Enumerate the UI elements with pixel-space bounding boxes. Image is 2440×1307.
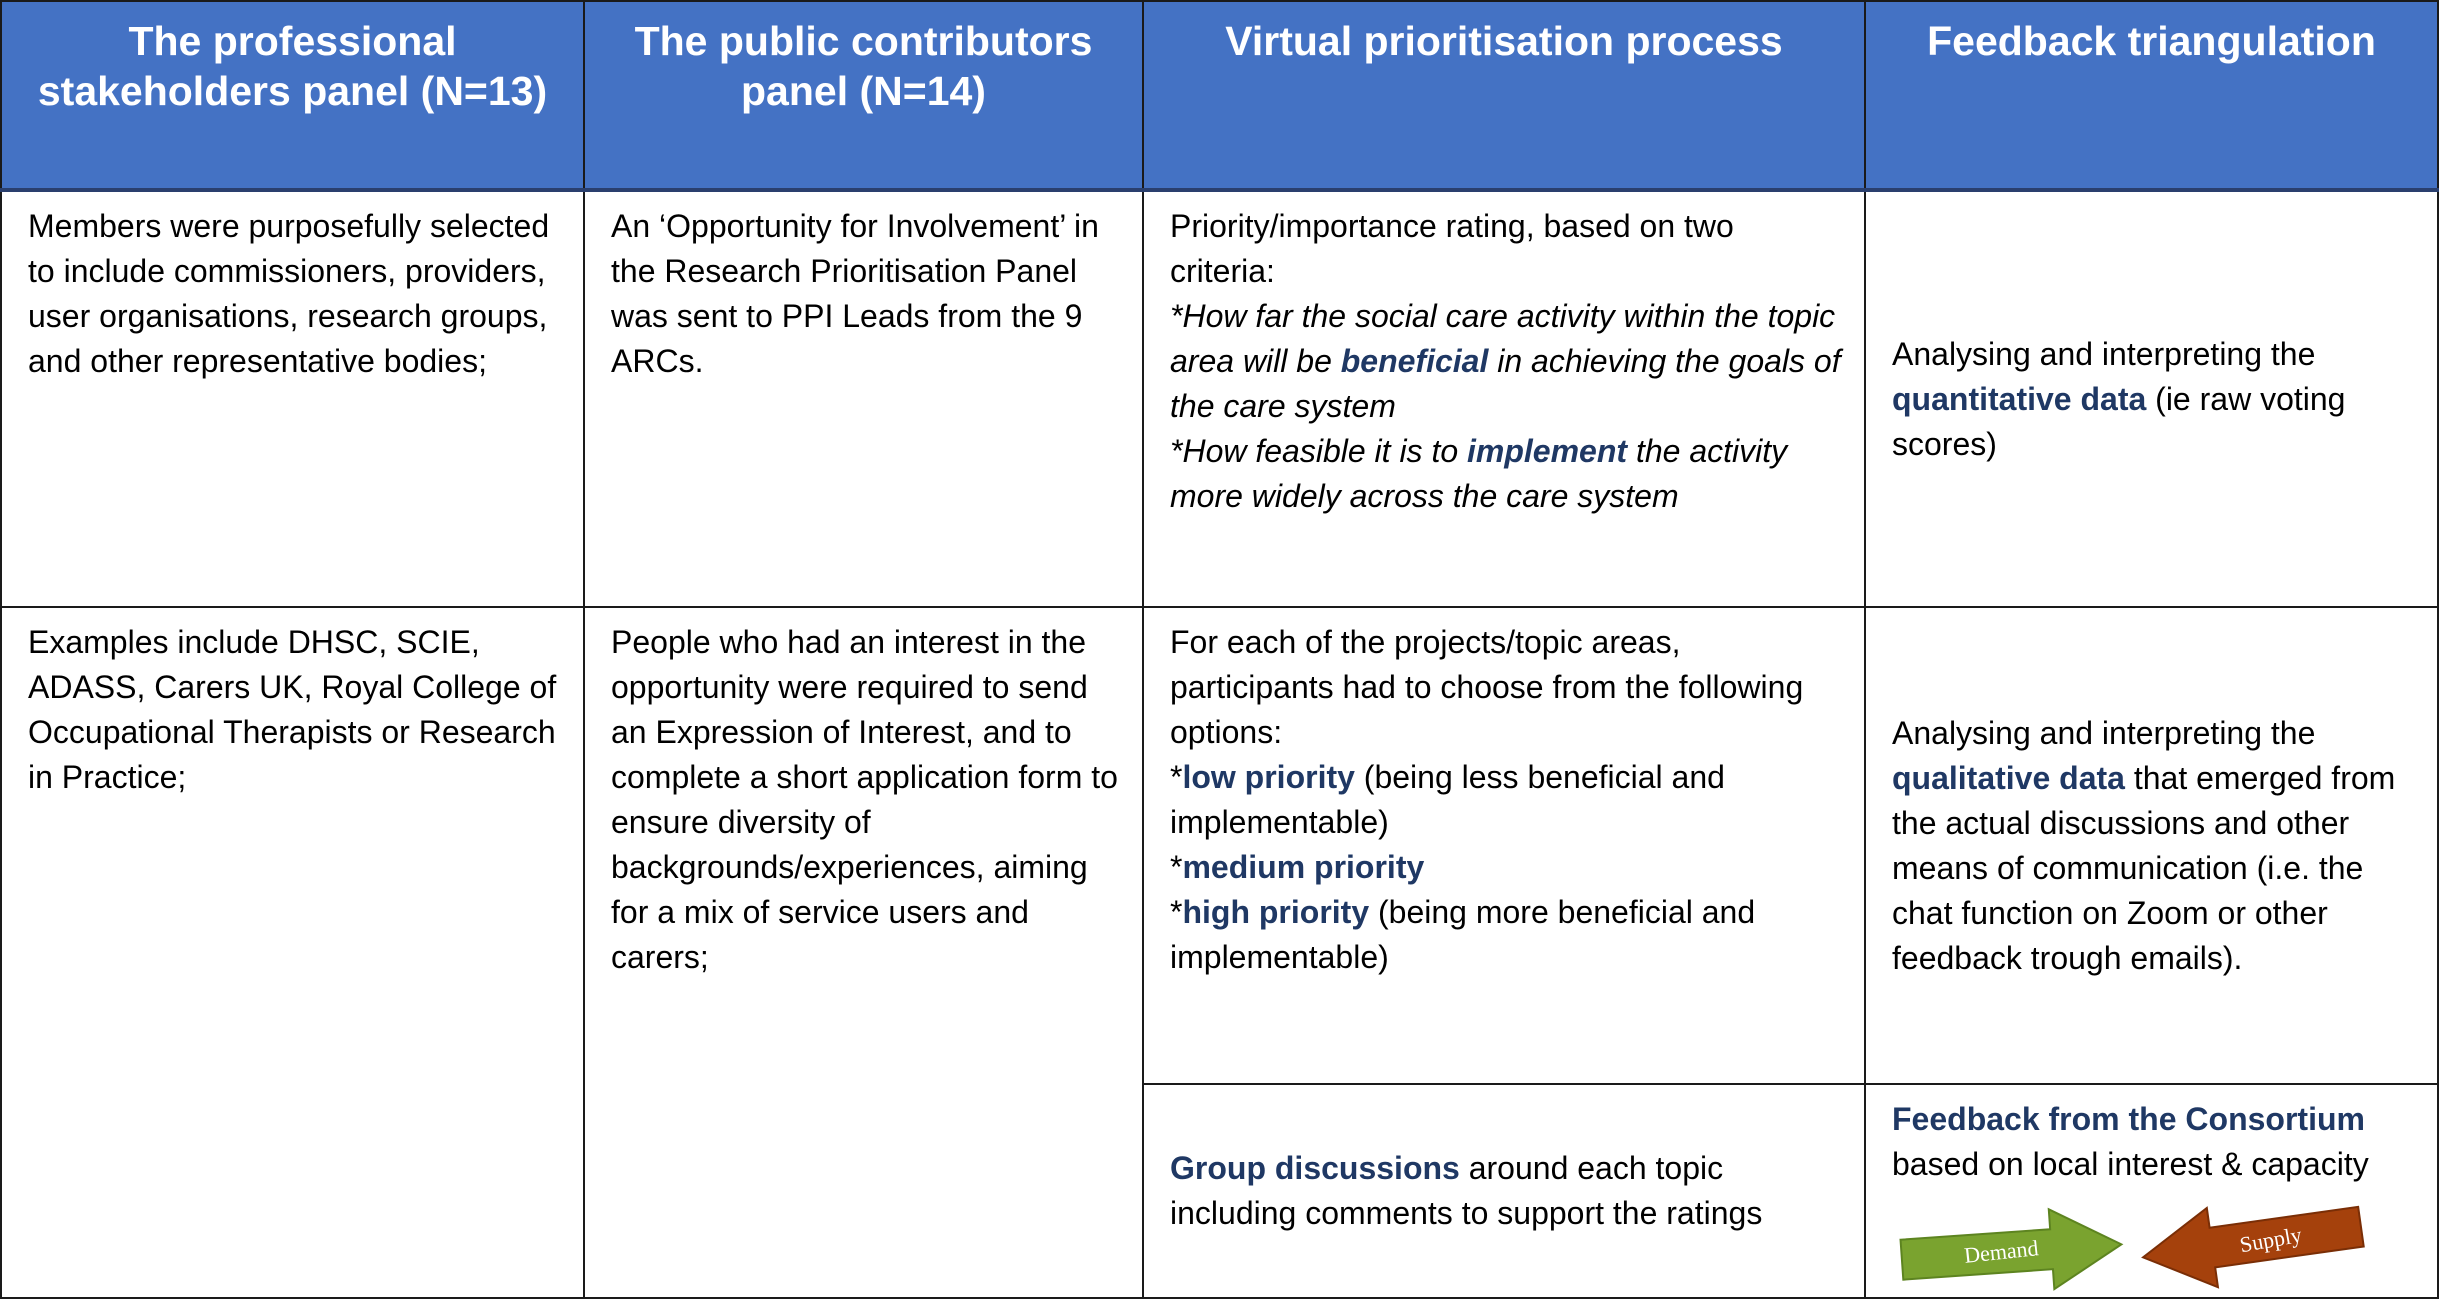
- table-body: Members were purposefully selected to in…: [0, 189, 2439, 1299]
- paragraph: Members were purposefully selected to in…: [28, 204, 565, 384]
- text: Analysing and interpreting the: [1892, 335, 2316, 372]
- text: *: [1170, 849, 1183, 885]
- column-header: The public contributors panel (N=14): [583, 0, 1144, 192]
- paragraph: For each of the projects/topic areas, pa…: [1170, 620, 1846, 755]
- emphasis-text: qualitative data: [1892, 759, 2125, 796]
- text: *: [1170, 894, 1183, 930]
- demand-supply-arrows: Demand Supply: [1899, 1205, 2365, 1291]
- paragraph: *medium priority: [1170, 845, 1846, 890]
- table-cell: Feedback from the Consortium based on loc…: [1864, 1083, 2439, 1299]
- table-cell: An ‘Opportunity for Involvement’ in the …: [583, 189, 1144, 608]
- column-header: Feedback triangulation: [1864, 0, 2439, 192]
- table-row: Group discussions around each topic incl…: [1, 1083, 2439, 1299]
- paragraph: Examples include DHSC, SCIE, ADASS, Care…: [28, 620, 565, 800]
- table-cell: Examples include DHSC, SCIE, ADASS, Care…: [0, 606, 585, 1299]
- emphasis-text: high priority: [1182, 894, 1370, 930]
- paragraph: Analysing and interpreting the qualitati…: [1892, 711, 2419, 981]
- paragraph: Priority/importance rating, based on two…: [1170, 204, 1846, 294]
- text: (ie raw voting scores): [1892, 380, 2346, 462]
- table-cell: Analysing and interpreting the qualitati…: [1864, 606, 2439, 1085]
- emphasis-text: low priority: [1182, 759, 1355, 795]
- table-cell: Priority/importance rating, based on two…: [1142, 189, 1866, 608]
- paragraph: People who had an interest in the opport…: [611, 620, 1124, 980]
- text: in achieving the goals of the care syste…: [1170, 343, 1841, 424]
- header-row: The professional stakeholders panel (N=1…: [0, 0, 2439, 192]
- text: *How feasible it is to: [1170, 433, 1468, 469]
- table-cell: Group discussions around each topic incl…: [1142, 1083, 1866, 1299]
- table-cell: People who had an interest in the opport…: [583, 606, 1144, 1299]
- paragraph: *How feasible it is to implement the act…: [1170, 429, 1846, 519]
- paragraph: An ‘Opportunity for Involvement’ in the …: [611, 204, 1124, 384]
- text: that emerged from the actual discussions…: [1892, 759, 2396, 976]
- emphasis-text: Feedback from the Consortium: [1892, 1101, 2365, 1137]
- text: An ‘Opportunity for Involvement’ in the …: [611, 208, 1099, 379]
- table-row: Examples include DHSC, SCIE, ADASS, Care…: [0, 606, 2439, 1299]
- demand-arrow: [1899, 1207, 2124, 1291]
- table-cell: Analysing and interpreting the quantitat…: [1864, 189, 2439, 608]
- text: based on local interest & capacity: [1892, 1146, 2369, 1182]
- text: *: [1170, 759, 1183, 795]
- paragraph: Analysing and interpreting the quantitat…: [1892, 332, 2419, 467]
- text: Examples include DHSC, SCIE, ADASS, Care…: [28, 624, 557, 795]
- paragraph: *How far the social care activity within…: [1170, 294, 1846, 429]
- text: People who had an interest in the opport…: [611, 624, 1118, 975]
- text: the activity more widely across the care…: [1170, 433, 1788, 514]
- table-cell: Members were purposefully selected to in…: [0, 189, 585, 608]
- text: For each of the projects/topic areas, pa…: [1170, 624, 1804, 750]
- paragraph: Feedback from the Consortium: [1892, 1097, 2419, 1142]
- paragraph: *low priority (being less beneficial and…: [1170, 755, 1846, 845]
- column-header: The professional stakeholders panel (N=1…: [0, 0, 585, 192]
- column-header: Virtual prioritisation process: [1142, 0, 1866, 192]
- emphasis-text: beneficial: [1340, 343, 1489, 379]
- paragraph: Group discussions around each topic incl…: [1170, 1146, 1846, 1236]
- emphasis-text: medium priority: [1182, 849, 1425, 885]
- emphasis-text: implement: [1467, 433, 1628, 469]
- text: (being more beneficial and implementable…: [1170, 894, 1756, 975]
- emphasis-text: quantitative data: [1892, 380, 2147, 417]
- text: (being less beneficial and implementable…: [1170, 759, 1725, 840]
- supply-arrow: [2141, 1205, 2365, 1289]
- text: around each topic including comments to …: [1170, 1150, 1763, 1231]
- paragraph: *high priority (being more beneficial an…: [1170, 890, 1846, 980]
- paragraph: based on local interest & capacity: [1892, 1142, 2419, 1187]
- table-cell: For each of the projects/topic areas, pa…: [1142, 606, 1866, 1085]
- text: *How far the social care activity within…: [1170, 298, 1836, 379]
- emphasis-text: Group discussions: [1170, 1150, 1460, 1186]
- text: Analysing and interpreting the: [1892, 714, 2316, 751]
- text: Priority/importance rating, based on two…: [1170, 208, 1734, 289]
- table-row: Members were purposefully selected to in…: [0, 189, 2439, 608]
- text: Members were purposefully selected to in…: [28, 208, 550, 379]
